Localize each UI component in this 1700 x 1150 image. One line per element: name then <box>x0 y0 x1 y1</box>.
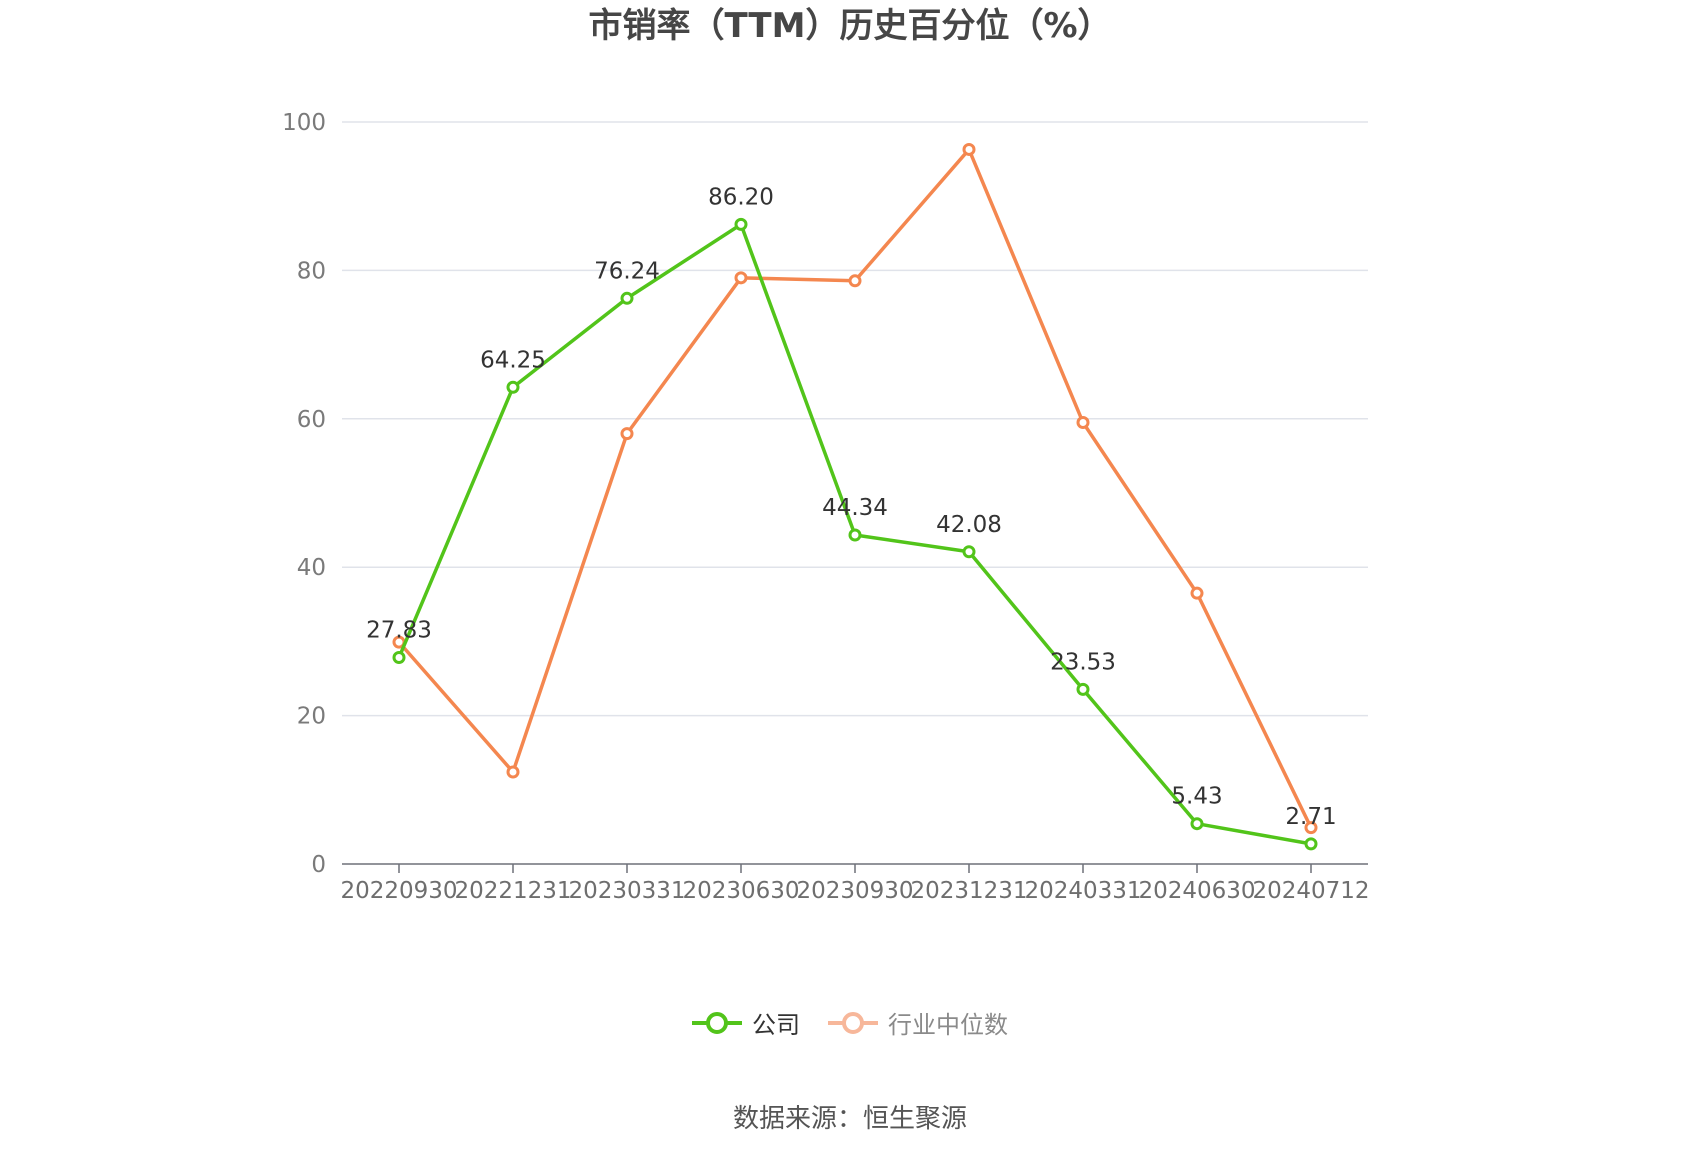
legend: 公司 行业中位数 <box>0 1005 1700 1040</box>
chart-title: 市销率（TTM）历史百分位（%） <box>588 6 1112 46</box>
data-label: 76.24 <box>594 258 660 284</box>
data-point <box>620 291 634 305</box>
data-point <box>734 271 748 285</box>
y-tick-label: 0 <box>311 852 326 878</box>
x-tick-label: 20221231 <box>454 878 571 904</box>
legend-company-marker-icon <box>692 1011 742 1034</box>
data-point <box>962 142 976 156</box>
legend-item-company[interactable]: 公司 <box>692 1005 800 1040</box>
data-point <box>1190 817 1204 831</box>
series-line-1 <box>397 147 1313 829</box>
x-tick-label: 20231231 <box>910 878 1027 904</box>
data-point <box>1076 682 1090 696</box>
y-tick-label: 20 <box>297 704 326 730</box>
data-label: 44.34 <box>822 495 888 521</box>
legend-company-label: 公司 <box>752 1011 800 1039</box>
data-label: 5.43 <box>1171 784 1222 810</box>
x-tick-label: 20220930 <box>340 878 457 904</box>
data-point <box>620 427 634 441</box>
data-label: 42.08 <box>936 512 1002 538</box>
legend-industry-marker-icon <box>828 1011 878 1034</box>
data-label: 64.25 <box>480 347 546 373</box>
data-point <box>734 217 748 231</box>
y-tick-label: 60 <box>297 407 326 433</box>
series <box>392 142 1318 851</box>
x-tick-label: 20230331 <box>568 878 685 904</box>
y-tick-label: 80 <box>297 258 326 284</box>
data-point <box>848 528 862 542</box>
data-point <box>848 274 862 288</box>
data-point <box>1076 416 1090 430</box>
x-tick-label: 20240630 <box>1138 878 1255 904</box>
data-label: 27.83 <box>366 618 432 644</box>
y-tick-label: 100 <box>282 110 326 136</box>
x-tick-label: 20240331 <box>1024 878 1141 904</box>
data-point <box>1190 586 1204 600</box>
legend-industry-label: 行业中位数 <box>888 1011 1008 1039</box>
data-labels: 27.83 64.25 76.24 86.20 44.34 42.08 23.53 5.43 2… <box>366 184 1337 829</box>
axes: 0204060801002022093020221231202303312023… <box>282 110 1369 904</box>
x-tick-label: 20240712 <box>1252 878 1369 904</box>
data-point <box>506 765 520 779</box>
data-point <box>506 380 520 394</box>
x-tick-label: 20230930 <box>796 878 913 904</box>
data-point <box>1304 837 1318 851</box>
data-label: 86.20 <box>708 184 774 210</box>
data-point <box>392 651 406 665</box>
grid-lines <box>342 121 1368 717</box>
data-point <box>962 545 976 559</box>
data-point <box>1304 821 1318 835</box>
data-label: 23.53 <box>1050 649 1116 675</box>
legend-item-industry-median[interactable]: 行业中位数 <box>828 1005 1008 1040</box>
x-tick-label: 20230630 <box>682 878 799 904</box>
y-tick-label: 40 <box>297 555 326 581</box>
data-label: 2.71 <box>1285 804 1336 830</box>
source-note: 数据来源：恒生聚源 <box>732 1104 967 1134</box>
